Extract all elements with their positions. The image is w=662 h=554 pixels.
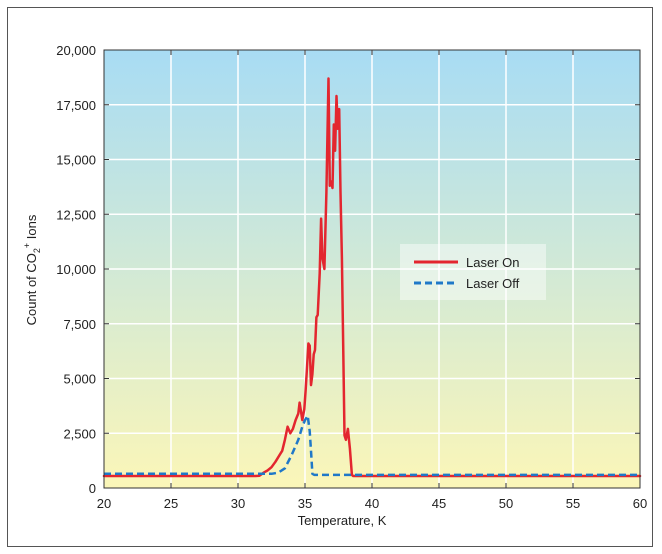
grid-lines — [104, 50, 640, 488]
y-axis-label-suffix: Ions — [24, 214, 39, 243]
x-tick-label: 55 — [566, 496, 580, 511]
y-tick-label: 10,000 — [56, 262, 96, 277]
y-tick-label: 2,500 — [63, 426, 96, 441]
y-tick-label: 20,000 — [56, 43, 96, 58]
y-axis-label-prefix: Count of CO — [24, 253, 39, 325]
y-tick-label: 15,000 — [56, 153, 96, 168]
series-lines — [102, 77, 642, 478]
x-tick-label: 40 — [365, 496, 379, 511]
x-tick-label: 30 — [231, 496, 245, 511]
x-tick-label: 45 — [432, 496, 446, 511]
y-tick-label: 12,500 — [56, 207, 96, 222]
y-tick-label: 0 — [89, 481, 96, 496]
series-line-laser-off — [104, 414, 640, 477]
x-tick-label: 35 — [298, 496, 312, 511]
legend: Laser On Laser Off — [400, 244, 546, 300]
x-axis-label: Temperature, K — [298, 513, 387, 528]
x-tick-label: 25 — [164, 496, 178, 511]
y-axis-label: Count of CO2+ Ions — [22, 214, 42, 325]
legend-label-laser-on: Laser On — [466, 255, 519, 270]
y-tick-label: 17,500 — [56, 98, 96, 113]
y-axis-label-superscript: + — [22, 243, 32, 248]
y-axis-label-subscript: 2 — [32, 248, 42, 253]
legend-box — [400, 244, 546, 300]
x-tick-label: 50 — [499, 496, 513, 511]
axes — [103, 49, 641, 489]
y-tick-label: 7,500 — [63, 317, 96, 332]
x-tick-label: 20 — [97, 496, 111, 511]
legend-label-laser-off: Laser Off — [466, 276, 520, 291]
x-tick-label: 60 — [633, 496, 647, 511]
series-line-laser-on — [102, 77, 642, 478]
y-tick-label: 5,000 — [63, 372, 96, 387]
plot-border — [103, 49, 641, 489]
